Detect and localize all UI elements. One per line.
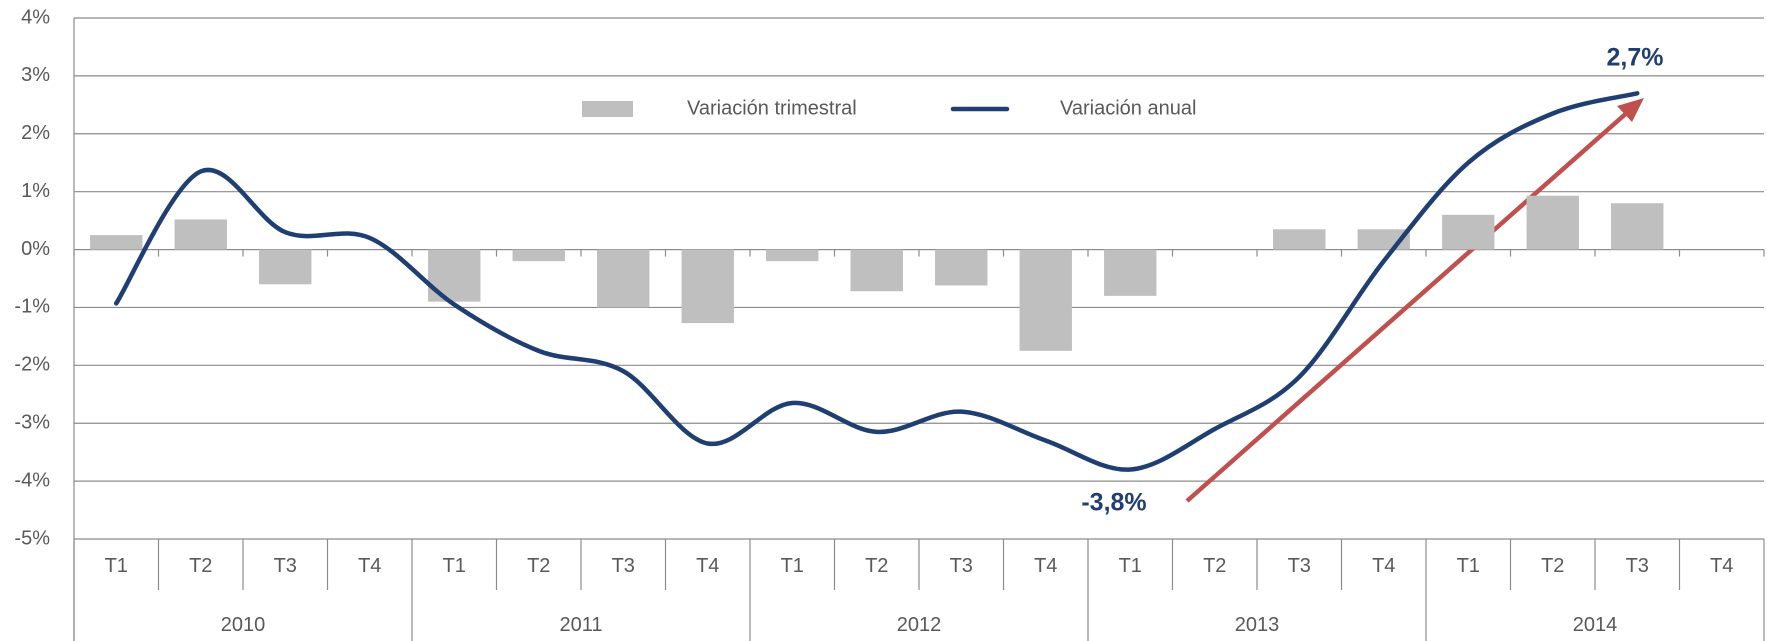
y-tick-label: 1% xyxy=(21,180,50,202)
legend-label: Variación anual xyxy=(1060,97,1196,119)
x-tick-label: T1 xyxy=(781,555,804,577)
year-label: 2010 xyxy=(221,614,266,636)
bar xyxy=(428,249,481,302)
bar xyxy=(935,249,988,286)
bar xyxy=(1273,229,1326,250)
x-tick-label: T1 xyxy=(443,555,466,577)
x-tick-label: T2 xyxy=(189,555,212,577)
legend-label: Variación trimestral xyxy=(687,97,857,119)
y-tick-label: -4% xyxy=(14,469,50,491)
bar xyxy=(850,249,903,292)
year-label: 2014 xyxy=(1573,614,1618,636)
bar xyxy=(174,219,227,250)
trend-arrow-head xyxy=(1617,98,1644,122)
y-tick-label: 2% xyxy=(21,122,50,144)
bar xyxy=(1442,214,1495,250)
y-tick-label: -5% xyxy=(14,527,50,549)
y-tick-label: 3% xyxy=(21,64,50,86)
y-tick-label: -1% xyxy=(14,296,50,318)
annotation: -3,8% xyxy=(1081,489,1146,517)
bar xyxy=(1611,203,1664,250)
trend-arrow xyxy=(1185,108,1632,503)
x-tick-label: T4 xyxy=(696,555,719,577)
x-tick-label: T3 xyxy=(1626,555,1649,577)
x-tick-label: T1 xyxy=(1457,555,1480,577)
y-tick-label: 4% xyxy=(21,6,50,28)
bar xyxy=(1019,249,1072,351)
bar xyxy=(1104,249,1157,296)
x-tick-label: T4 xyxy=(1372,555,1395,577)
bar xyxy=(90,235,143,250)
x-tick-label: T4 xyxy=(358,555,381,577)
bar xyxy=(512,249,565,262)
y-tick-label: -3% xyxy=(14,412,50,434)
x-tick-label: T2 xyxy=(527,555,550,577)
bar xyxy=(1526,195,1579,250)
bar xyxy=(597,249,650,308)
year-label: 2011 xyxy=(559,614,602,636)
x-tick-label: T3 xyxy=(1288,555,1311,577)
line xyxy=(114,91,1640,472)
year-label: 2012 xyxy=(897,614,942,636)
x-tick-label: T2 xyxy=(865,555,888,577)
bar xyxy=(766,249,819,262)
x-tick-label: T4 xyxy=(1710,555,1733,577)
x-tick-label: T1 xyxy=(105,555,128,577)
bar xyxy=(259,249,312,285)
legend-swatch xyxy=(582,101,633,117)
x-tick-label: T2 xyxy=(1541,555,1564,577)
x-tick-label: T2 xyxy=(1203,555,1226,577)
bar xyxy=(681,249,734,324)
y-tick-label: -2% xyxy=(14,354,50,376)
x-tick-label: T3 xyxy=(950,555,973,577)
x-tick-label: T3 xyxy=(612,555,635,577)
x-tick-label: T1 xyxy=(1119,555,1142,577)
y-tick-label: 0% xyxy=(21,238,50,260)
year-label: 2013 xyxy=(1235,614,1280,636)
x-tick-label: T3 xyxy=(274,555,297,577)
x-tick-label: T4 xyxy=(1034,555,1057,577)
annotation: 2,7% xyxy=(1607,44,1664,72)
